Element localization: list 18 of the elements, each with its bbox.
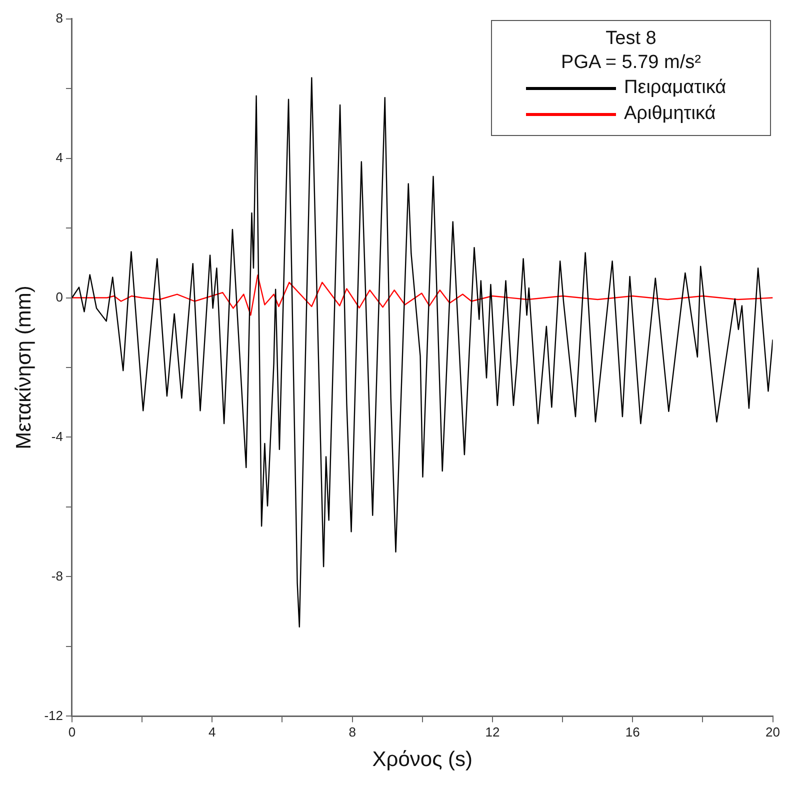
legend-label: Αριθμητικά [624, 102, 716, 126]
y-axis-title: Μετακίνηση (mm) [12, 286, 36, 450]
y-tick-label: 0 [56, 289, 63, 304]
y-tick-label: 8 [56, 10, 63, 26]
y-tick-label: -8 [51, 568, 63, 584]
x-tick-label: 4 [208, 724, 216, 740]
legend-label: Πειραματικά [624, 76, 726, 100]
y-tick-label: -4 [51, 428, 63, 444]
x-axis-title: Χρόνος (s) [372, 748, 473, 772]
legend-frame: Test 8 PGA = 5.79 m/s² Πειραματικά Αριθμητικά [491, 20, 771, 136]
y-tick-label: 4 [56, 150, 63, 165]
x-tick-label: 0 [68, 724, 76, 740]
y-tick-label: -12 [44, 708, 63, 723]
legend-title: Test 8 PGA = 5.79 m/s² [560, 27, 702, 75]
x-tick-label: 8 [348, 724, 356, 740]
x-tick-label: 20 [766, 724, 780, 740]
x-tick-label: 12 [485, 724, 500, 740]
x-tick-label: 16 [625, 724, 640, 740]
